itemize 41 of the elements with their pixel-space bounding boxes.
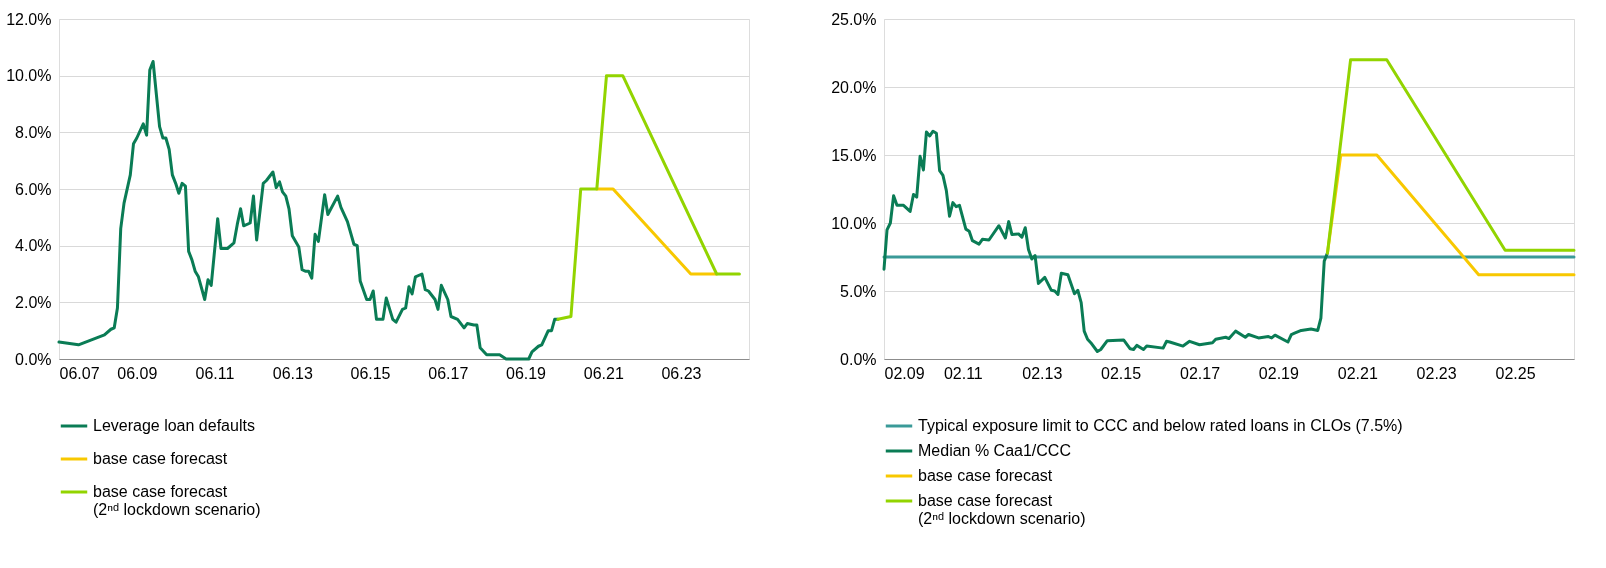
y-tick-label: 10.0%	[831, 214, 877, 232]
x-tick-label: 02.21	[1337, 364, 1378, 382]
legend-label: base case forecast (2ⁿᵈ lockdown scenario)	[93, 483, 261, 518]
x-tick-label: 06.23	[661, 364, 702, 382]
x-tick-label: 06.09	[117, 364, 158, 382]
legend-label: base case forecast	[93, 450, 228, 467]
y-tick-label: 6.0%	[15, 180, 52, 198]
x-tick-label: 02.25	[1495, 364, 1536, 382]
x-tick-label: 02.17	[1180, 364, 1221, 382]
legend-label: Median % Caa1/CCC	[918, 442, 1071, 459]
x-tick-label: 06.07	[59, 364, 100, 382]
x-tick-label: 02.23	[1416, 364, 1457, 382]
x-tick-label: 02.11	[943, 364, 983, 382]
x-tick-label: 06.19	[505, 364, 547, 382]
x-tick-label: 06.17	[428, 364, 469, 382]
y-tick-label: 15.0%	[831, 146, 877, 164]
legend-label: base case forecast	[918, 467, 1053, 484]
legend-label: Leverage loan defaults	[93, 417, 255, 434]
line-series	[882, 129, 1329, 354]
y-tick-label: 8.0%	[15, 123, 52, 141]
x-tick-label: 06.11	[195, 364, 235, 382]
x-tick-label: 02.15	[1101, 364, 1142, 382]
x-tick-label: 02.13	[1022, 364, 1063, 382]
line-series	[556, 74, 741, 321]
y-tick-label: 25.0%	[831, 10, 877, 28]
legend-label: Typical exposure limit to CCC and below rated loans in CLOs (7.5%)	[918, 417, 1403, 434]
y-tick-label: 12.0%	[6, 10, 52, 28]
y-tick-label: 4.0%	[15, 237, 52, 255]
line-series	[57, 60, 560, 361]
y-tick-label: 20.0%	[831, 78, 877, 96]
legend-label: base case forecast (2ⁿᵈ lockdown scenario)	[918, 492, 1086, 527]
x-tick-label: 06.15	[350, 364, 391, 382]
x-tick-label: 06.13	[272, 364, 313, 382]
x-tick-label: 02.09	[884, 364, 925, 382]
y-tick-label: 5.0%	[840, 282, 877, 300]
y-tick-label: 0.0%	[840, 350, 877, 368]
y-tick-label: 2.0%	[15, 293, 52, 311]
x-tick-label: 02.19	[1258, 364, 1299, 382]
y-tick-label: 0.0%	[15, 350, 52, 368]
y-tick-label: 10.0%	[6, 67, 52, 85]
x-tick-label: 06.21	[583, 364, 624, 382]
